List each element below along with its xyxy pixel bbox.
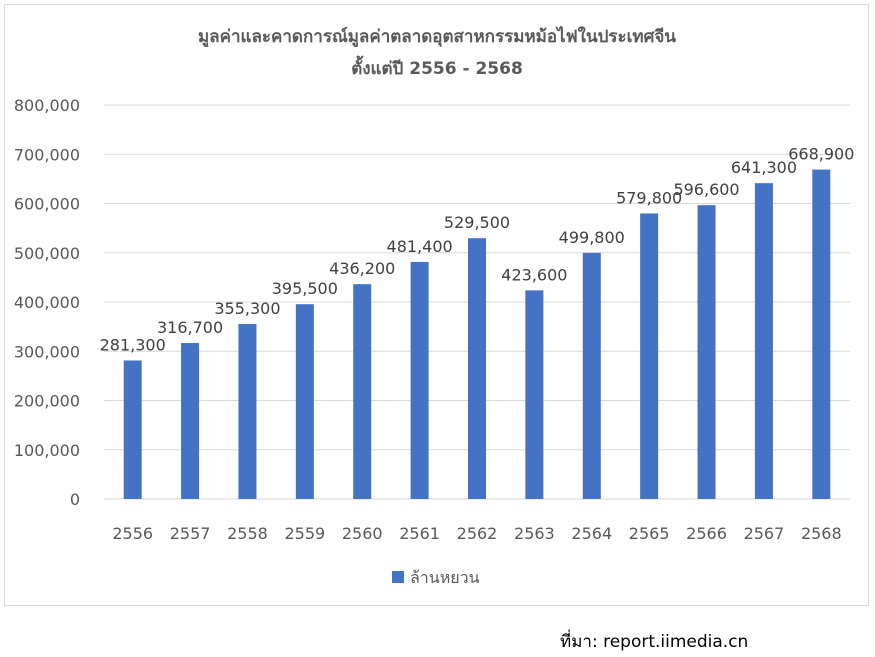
bar xyxy=(181,343,200,499)
x-tick-label: 2556 xyxy=(112,524,153,543)
legend-label: ล้านหยวน xyxy=(410,568,480,587)
bar xyxy=(123,360,142,499)
data-label: 529,500 xyxy=(444,213,510,232)
x-tick-label: 2559 xyxy=(284,524,325,543)
bar xyxy=(582,252,601,499)
y-tick-label: 300,000 xyxy=(14,342,80,361)
bar xyxy=(353,284,372,499)
y-tick-label: 100,000 xyxy=(14,441,80,460)
chart-frame xyxy=(4,4,869,606)
chart-title: มูลค่าและคาดการณ์มูลค่าตลาดอุตสาหกรรมหม้… xyxy=(198,26,676,48)
bar xyxy=(697,205,716,499)
data-label: 355,300 xyxy=(214,299,280,318)
bar xyxy=(410,261,429,499)
bar xyxy=(640,213,659,500)
data-label: 395,500 xyxy=(272,279,338,298)
x-tick-label: 2558 xyxy=(227,524,268,543)
data-label: 579,800 xyxy=(616,188,682,207)
data-label: 596,600 xyxy=(673,180,739,199)
data-label: 316,700 xyxy=(157,318,223,337)
y-tick-label: 500,000 xyxy=(14,244,80,263)
y-tick-label: 600,000 xyxy=(14,195,80,214)
data-label: 423,600 xyxy=(501,265,567,284)
x-axis-ticks: 2556 2557 2558 2559 2560 2561 2562 2563 2564 2565… xyxy=(112,524,841,543)
data-label: 641,300 xyxy=(731,158,797,177)
x-tick-label: 2564 xyxy=(571,524,612,543)
legend-swatch xyxy=(392,571,404,583)
x-tick-label: 2566 xyxy=(686,524,727,543)
bar xyxy=(295,304,314,499)
x-tick-label: 2568 xyxy=(801,524,842,543)
bar-chart: มูลค่าและคาดการณ์มูลค่าตลาดอุตสาหกรรมหม้… xyxy=(14,26,855,587)
y-tick-label: 700,000 xyxy=(14,145,80,164)
data-label: 481,400 xyxy=(387,237,453,256)
x-tick-label: 2563 xyxy=(514,524,555,543)
bar xyxy=(238,324,257,499)
y-tick-label: 800,000 xyxy=(14,96,80,115)
bar xyxy=(525,290,544,499)
x-tick-label: 2557 xyxy=(170,524,211,543)
y-tick-label: 400,000 xyxy=(14,293,80,312)
bar xyxy=(468,238,486,499)
bar xyxy=(812,169,831,499)
source-note: ที่มา: report.iimedia.cn xyxy=(560,632,749,652)
data-label: 281,300 xyxy=(100,335,166,354)
y-tick-label: 200,000 xyxy=(14,392,80,411)
data-label: 668,900 xyxy=(788,145,854,164)
x-tick-label: 2567 xyxy=(744,524,785,543)
x-tick-label: 2560 xyxy=(342,524,383,543)
x-tick-label: 2565 xyxy=(629,524,670,543)
x-tick-label: 2561 xyxy=(399,524,440,543)
x-tick-label: 2562 xyxy=(457,524,498,543)
chart-subtitle: ตั้งแต่ปี 2556 - 2568 xyxy=(351,55,523,79)
data-label: 499,800 xyxy=(559,228,625,247)
bar xyxy=(754,183,773,500)
legend: ล้านหยวน xyxy=(392,568,480,587)
data-label: 436,200 xyxy=(329,259,395,278)
y-axis-ticks: 0 100,000 200,000 300,000 400,000 500,000 600,… xyxy=(14,96,80,509)
bars xyxy=(123,169,831,500)
y-tick-label: 0 xyxy=(70,490,80,509)
